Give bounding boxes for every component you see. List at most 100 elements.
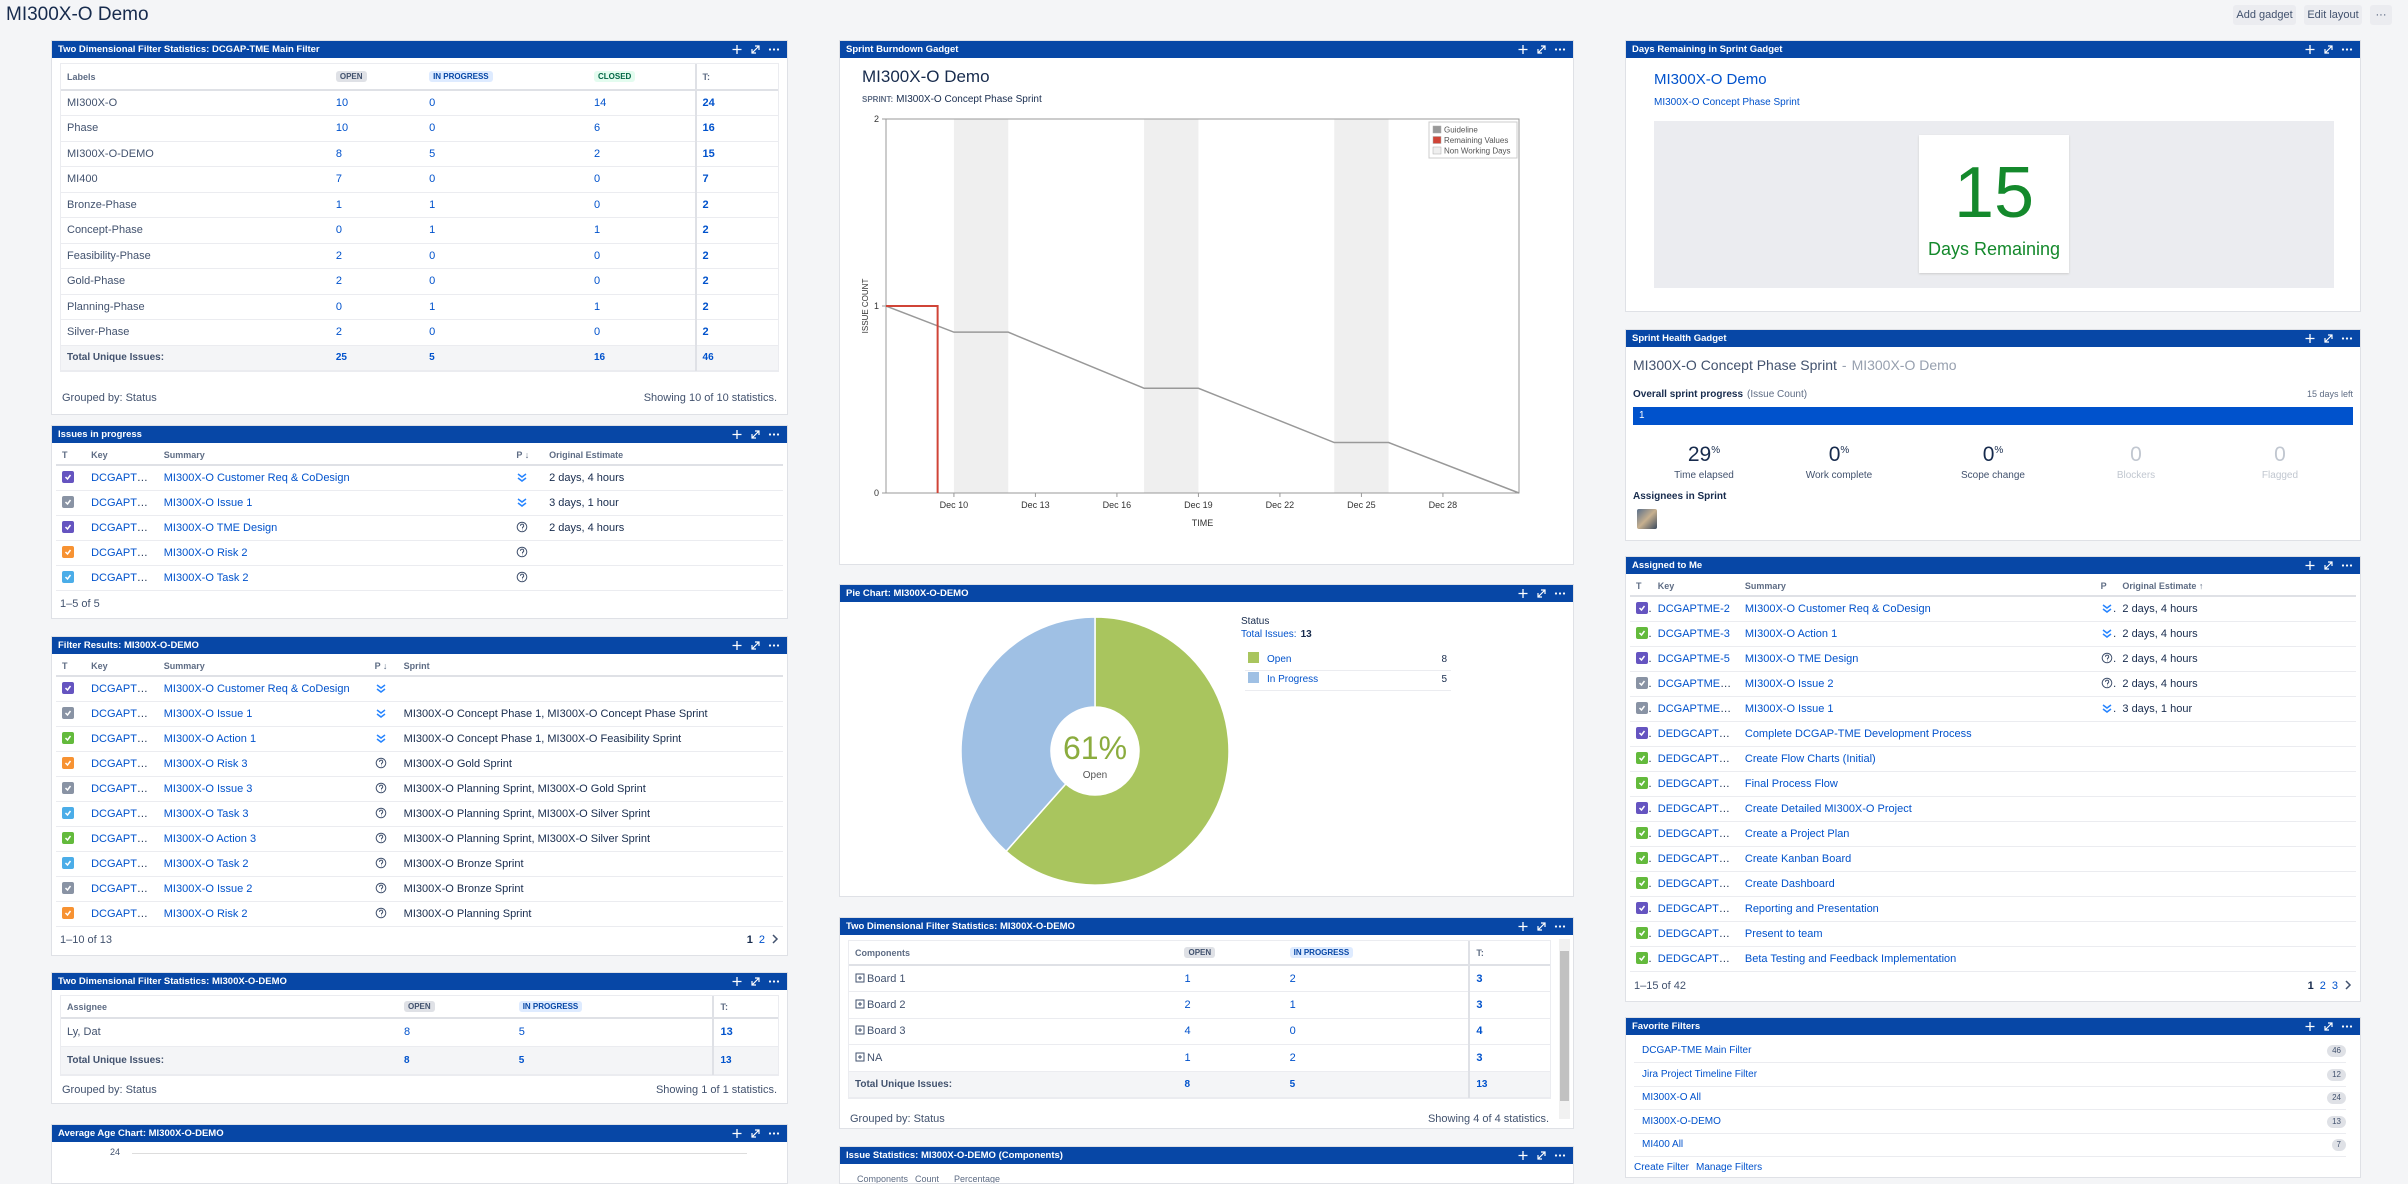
- summary[interactable]: Present to team: [1744, 927, 1823, 940]
- summary[interactable]: MI300X-O Action 3: [163, 832, 257, 845]
- cell-text[interactable]: 3: [1476, 998, 1483, 1011]
- summary[interactable]: MI300X-O Issue 1: [1744, 702, 1834, 715]
- filter-name[interactable]: MI400 All: [1642, 1139, 1684, 1150]
- cell-text[interactable]: 0: [593, 198, 601, 211]
- filter-name[interactable]: Jira Project Timeline Filter: [1642, 1068, 1758, 1080]
- key[interactable]: DCGAPTME-5: [91, 521, 158, 534]
- summary[interactable]: Create Flow Charts (Initial): [1744, 752, 1876, 765]
- cell-text[interactable]: 2: [702, 275, 709, 288]
- cell-text[interactable]: 2: [702, 300, 709, 313]
- summary[interactable]: MI300X-O TME Design: [1744, 652, 1859, 665]
- summary[interactable]: Create Dashboard: [1744, 877, 1835, 890]
- key[interactable]: DCGAPTME-12: [1657, 702, 1737, 715]
- footer-link[interactable]: Manage Filters: [1696, 1162, 1763, 1173]
- cell-text[interactable]: 2: [1289, 1051, 1296, 1064]
- cell-text[interactable]: 8: [403, 1054, 410, 1066]
- key[interactable]: DCGAPTME-13: [91, 907, 158, 920]
- key[interactable]: DCGAPTME-15: [91, 882, 158, 895]
- cell-text[interactable]: 5: [429, 147, 436, 160]
- footer-link[interactable]: Create Filter: [1634, 1162, 1690, 1173]
- key[interactable]: DEDGCAPTME-9: [1657, 727, 1739, 740]
- cell-text[interactable]: 16: [593, 352, 606, 364]
- cell-text[interactable]: 1: [429, 198, 436, 211]
- page-link[interactable]: 2: [2319, 980, 2326, 992]
- cell-text[interactable]: 8: [335, 147, 342, 160]
- cell-text[interactable]: 2: [335, 275, 342, 288]
- cell-text[interactable]: 2: [702, 326, 709, 339]
- cell-text[interactable]: 4: [1184, 1025, 1191, 1038]
- cell-text[interactable]: 1: [1184, 1051, 1191, 1064]
- cell-text[interactable]: 1: [1184, 972, 1191, 985]
- summary[interactable]: Create a Project Plan: [1744, 827, 1850, 840]
- page-link[interactable]: 3: [2331, 980, 2338, 992]
- key[interactable]: DCGAPTME-14: [91, 571, 158, 584]
- cell-text[interactable]: 24: [702, 97, 715, 109]
- summary[interactable]: MI300X-O Issue 2: [163, 882, 253, 895]
- cell-text[interactable]: 16: [702, 122, 715, 135]
- cell-text[interactable]: 7: [702, 173, 709, 186]
- filter-name[interactable]: MI300X-O All: [1642, 1092, 1701, 1103]
- cell-text[interactable]: 0: [429, 275, 436, 288]
- header-button[interactable]: Edit layout: [2304, 5, 2362, 25]
- summary[interactable]: MI300X-O Issue 1: [163, 707, 253, 720]
- summary[interactable]: MI300X-O Task 3: [163, 807, 249, 820]
- summary[interactable]: MI300X-O Task 2: [163, 571, 249, 584]
- cell-text[interactable]: 1: [1289, 998, 1296, 1011]
- cell-text[interactable]: 2: [1289, 972, 1296, 985]
- cell-text[interactable]: 0: [335, 300, 342, 313]
- summary[interactable]: MI300X-O Issue 3: [163, 782, 253, 795]
- summary[interactable]: Reporting and Presentation: [1744, 902, 1879, 915]
- cell-text[interactable]: 0: [429, 122, 436, 135]
- page-link[interactable]: 2: [758, 934, 765, 946]
- key[interactable]: DEDGCAPTME-14: [1657, 852, 1739, 865]
- summary[interactable]: MI300X-O Customer Req & CoDesign: [163, 471, 350, 484]
- cell-text[interactable]: 0: [429, 326, 436, 339]
- cell-text[interactable]: 13: [1476, 1078, 1488, 1090]
- cell-text[interactable]: 2: [335, 326, 342, 339]
- key[interactable]: DCGAPTME-12: [91, 496, 158, 509]
- summary[interactable]: Beta Testing and Feedback Implementation: [1744, 952, 1957, 965]
- key[interactable]: DEDGCAPTME-13: [1657, 827, 1739, 840]
- cell-text[interactable]: 15: [702, 147, 715, 160]
- cell-text[interactable]: 46: [702, 352, 714, 364]
- cell-text[interactable]: 6: [593, 122, 601, 135]
- page-link[interactable]: 1: [746, 934, 753, 946]
- summary[interactable]: MI300X-O Issue 2: [1744, 677, 1834, 690]
- cell-text[interactable]: 2: [593, 147, 601, 160]
- cell-text[interactable]: 0: [335, 224, 342, 237]
- cell-text[interactable]: 0: [429, 173, 436, 186]
- key[interactable]: DCGAPTME-12: [91, 707, 158, 720]
- cell-text[interactable]: 2: [1184, 998, 1191, 1011]
- header-button[interactable]: Add gadget: [2233, 5, 2296, 25]
- key[interactable]: DCGAPTME-2: [91, 471, 158, 484]
- cell-text[interactable]: 0: [1289, 1025, 1296, 1038]
- page-link[interactable]: 1: [2307, 980, 2314, 992]
- cell-text[interactable]: 8: [403, 1026, 411, 1039]
- summary[interactable]: Create Detailed MI300X-O Project: [1744, 802, 1912, 815]
- key[interactable]: DCGAPTME-9: [91, 832, 158, 845]
- cell-text[interactable]: 1: [429, 300, 436, 313]
- cell-text[interactable]: 2: [702, 249, 709, 262]
- cell-text[interactable]: 3: [1476, 972, 1483, 985]
- key[interactable]: DCGAPTME-14: [91, 857, 158, 870]
- cell-text[interactable]: 4: [1476, 1025, 1483, 1038]
- summary[interactable]: MI300X-O Customer Req & CoDesign: [163, 682, 350, 695]
- cell-text[interactable]: 0: [593, 275, 601, 288]
- cell-text[interactable]: 7: [335, 173, 342, 186]
- cell-text[interactable]: 2: [335, 249, 342, 262]
- cell-text[interactable]: 10: [335, 122, 349, 135]
- key[interactable]: DCGAPTME-8: [91, 782, 158, 795]
- cell-text[interactable]: 1: [593, 224, 601, 237]
- key[interactable]: DCGAPTME-2: [91, 682, 158, 695]
- cell-text[interactable]: 1: [593, 300, 601, 313]
- summary[interactable]: Create Kanban Board: [1744, 852, 1852, 865]
- cell-text[interactable]: 1: [429, 224, 436, 237]
- key[interactable]: DCGAPTME-6: [91, 757, 158, 770]
- legend-label[interactable]: Open: [1267, 654, 1292, 665]
- cell-text[interactable]: 0: [429, 97, 436, 109]
- summary[interactable]: MI300X-O Risk 2: [163, 546, 248, 559]
- summary[interactable]: MI300X-O Action 1: [1744, 627, 1838, 640]
- summary[interactable]: Complete DCGAP-TME Development Process: [1744, 727, 1972, 740]
- cell-text[interactable]: 2: [702, 198, 709, 211]
- key[interactable]: DEDGCAPTME-17: [1657, 927, 1739, 940]
